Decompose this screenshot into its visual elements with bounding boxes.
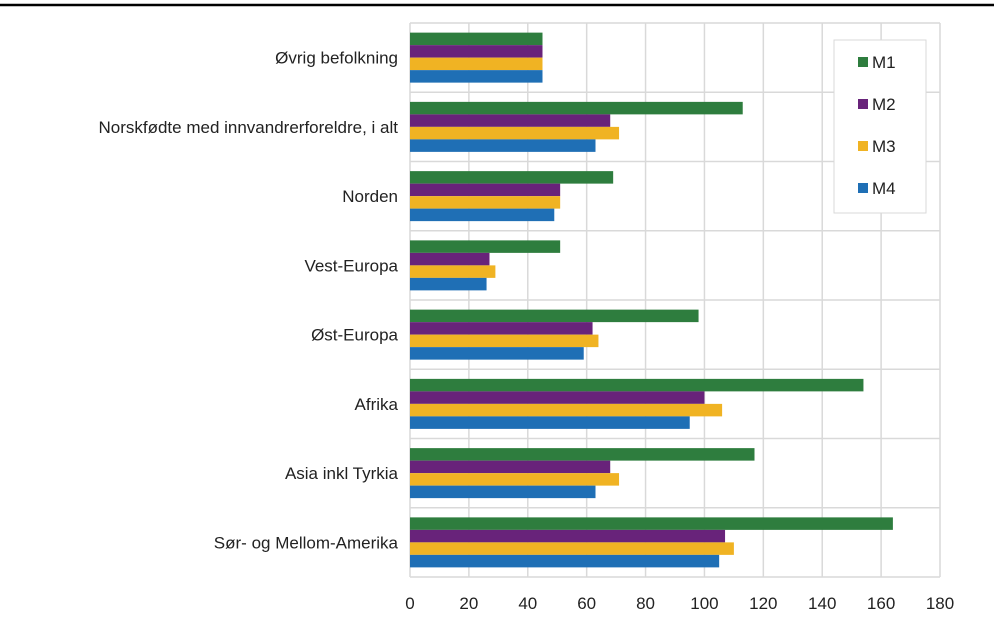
bar-m3-5 — [410, 403, 723, 417]
x-tick-labels: 0 20 40 60 80 100 120 140 160 180 — [405, 594, 954, 613]
bar-m4-5 — [410, 416, 690, 429]
bar-m1-6 — [410, 448, 755, 461]
legend-label-m1: M1 — [872, 53, 896, 72]
bar-m4-3 — [410, 277, 487, 291]
legend-label-m4: M4 — [872, 179, 896, 198]
category-label: Asia inkl Tyrkia — [285, 464, 399, 483]
legend-box — [833, 39, 927, 214]
bar-m4-2 — [410, 208, 555, 222]
bar-m2-3 — [410, 252, 490, 266]
category-label: Norden — [342, 187, 398, 206]
x-tick-label: 0 — [405, 594, 414, 613]
bars — [410, 32, 893, 568]
bar-m2-4 — [410, 322, 593, 335]
bar-m3-7 — [410, 542, 734, 555]
bar-m4-0 — [410, 70, 543, 83]
legend-swatch-m4 — [858, 183, 868, 193]
bar-m2-0 — [410, 45, 543, 58]
x-tick-label: 180 — [926, 594, 954, 613]
bar-m2-1 — [410, 114, 611, 127]
bar-m2-2 — [410, 183, 561, 197]
bar-m1-3 — [410, 240, 561, 253]
bar-m1-7 — [410, 517, 893, 530]
x-tick-label: 100 — [690, 594, 718, 613]
category-label: Sør- og Mellom-Amerika — [214, 533, 399, 552]
bar-m1-1 — [410, 101, 743, 115]
bar-m1-4 — [410, 309, 699, 323]
legend-swatch-m2 — [858, 99, 868, 109]
bar-m1-5 — [410, 378, 864, 392]
category-label: Afrika — [355, 395, 399, 414]
category-label: Øst-Europa — [311, 326, 398, 345]
bar-m3-3 — [410, 265, 496, 278]
category-label: Øvrig befolkning — [275, 49, 398, 68]
bar-m2-6 — [410, 460, 611, 474]
x-tick-label: 160 — [867, 594, 895, 613]
legend-swatch-m3 — [858, 141, 868, 151]
x-tick-label: 60 — [577, 594, 596, 613]
legend: M1 M2 M3 M4 — [833, 39, 927, 214]
bar-m1-0 — [410, 32, 543, 46]
category-label: Norskfødte med innvandrerforeldre, i alt — [98, 118, 398, 137]
x-tick-label: 80 — [636, 594, 655, 613]
legend-label-m3: M3 — [872, 137, 896, 156]
bar-m3-4 — [410, 334, 599, 348]
bar-m4-4 — [410, 347, 584, 360]
bar-m1-2 — [410, 171, 614, 184]
category-labels: Øvrig befolkning Norskfødte med innvandre… — [98, 49, 398, 553]
bar-m3-6 — [410, 473, 620, 486]
bar-m3-2 — [410, 196, 561, 209]
x-tick-label: 140 — [808, 594, 836, 613]
bar-m2-5 — [410, 391, 705, 404]
bar-m4-1 — [410, 139, 596, 152]
x-tick-label: 40 — [518, 594, 537, 613]
bar-m4-6 — [410, 485, 596, 499]
category-label: Vest-Europa — [304, 256, 398, 275]
bar-m3-1 — [410, 126, 620, 140]
x-tick-label: 20 — [459, 594, 478, 613]
bar-m2-7 — [410, 529, 726, 543]
bar-m4-7 — [410, 554, 720, 568]
legend-swatch-m1 — [858, 57, 868, 67]
bar-m3-0 — [410, 57, 543, 71]
x-tick-label: 120 — [749, 594, 777, 613]
legend-label-m2: M2 — [872, 95, 896, 114]
